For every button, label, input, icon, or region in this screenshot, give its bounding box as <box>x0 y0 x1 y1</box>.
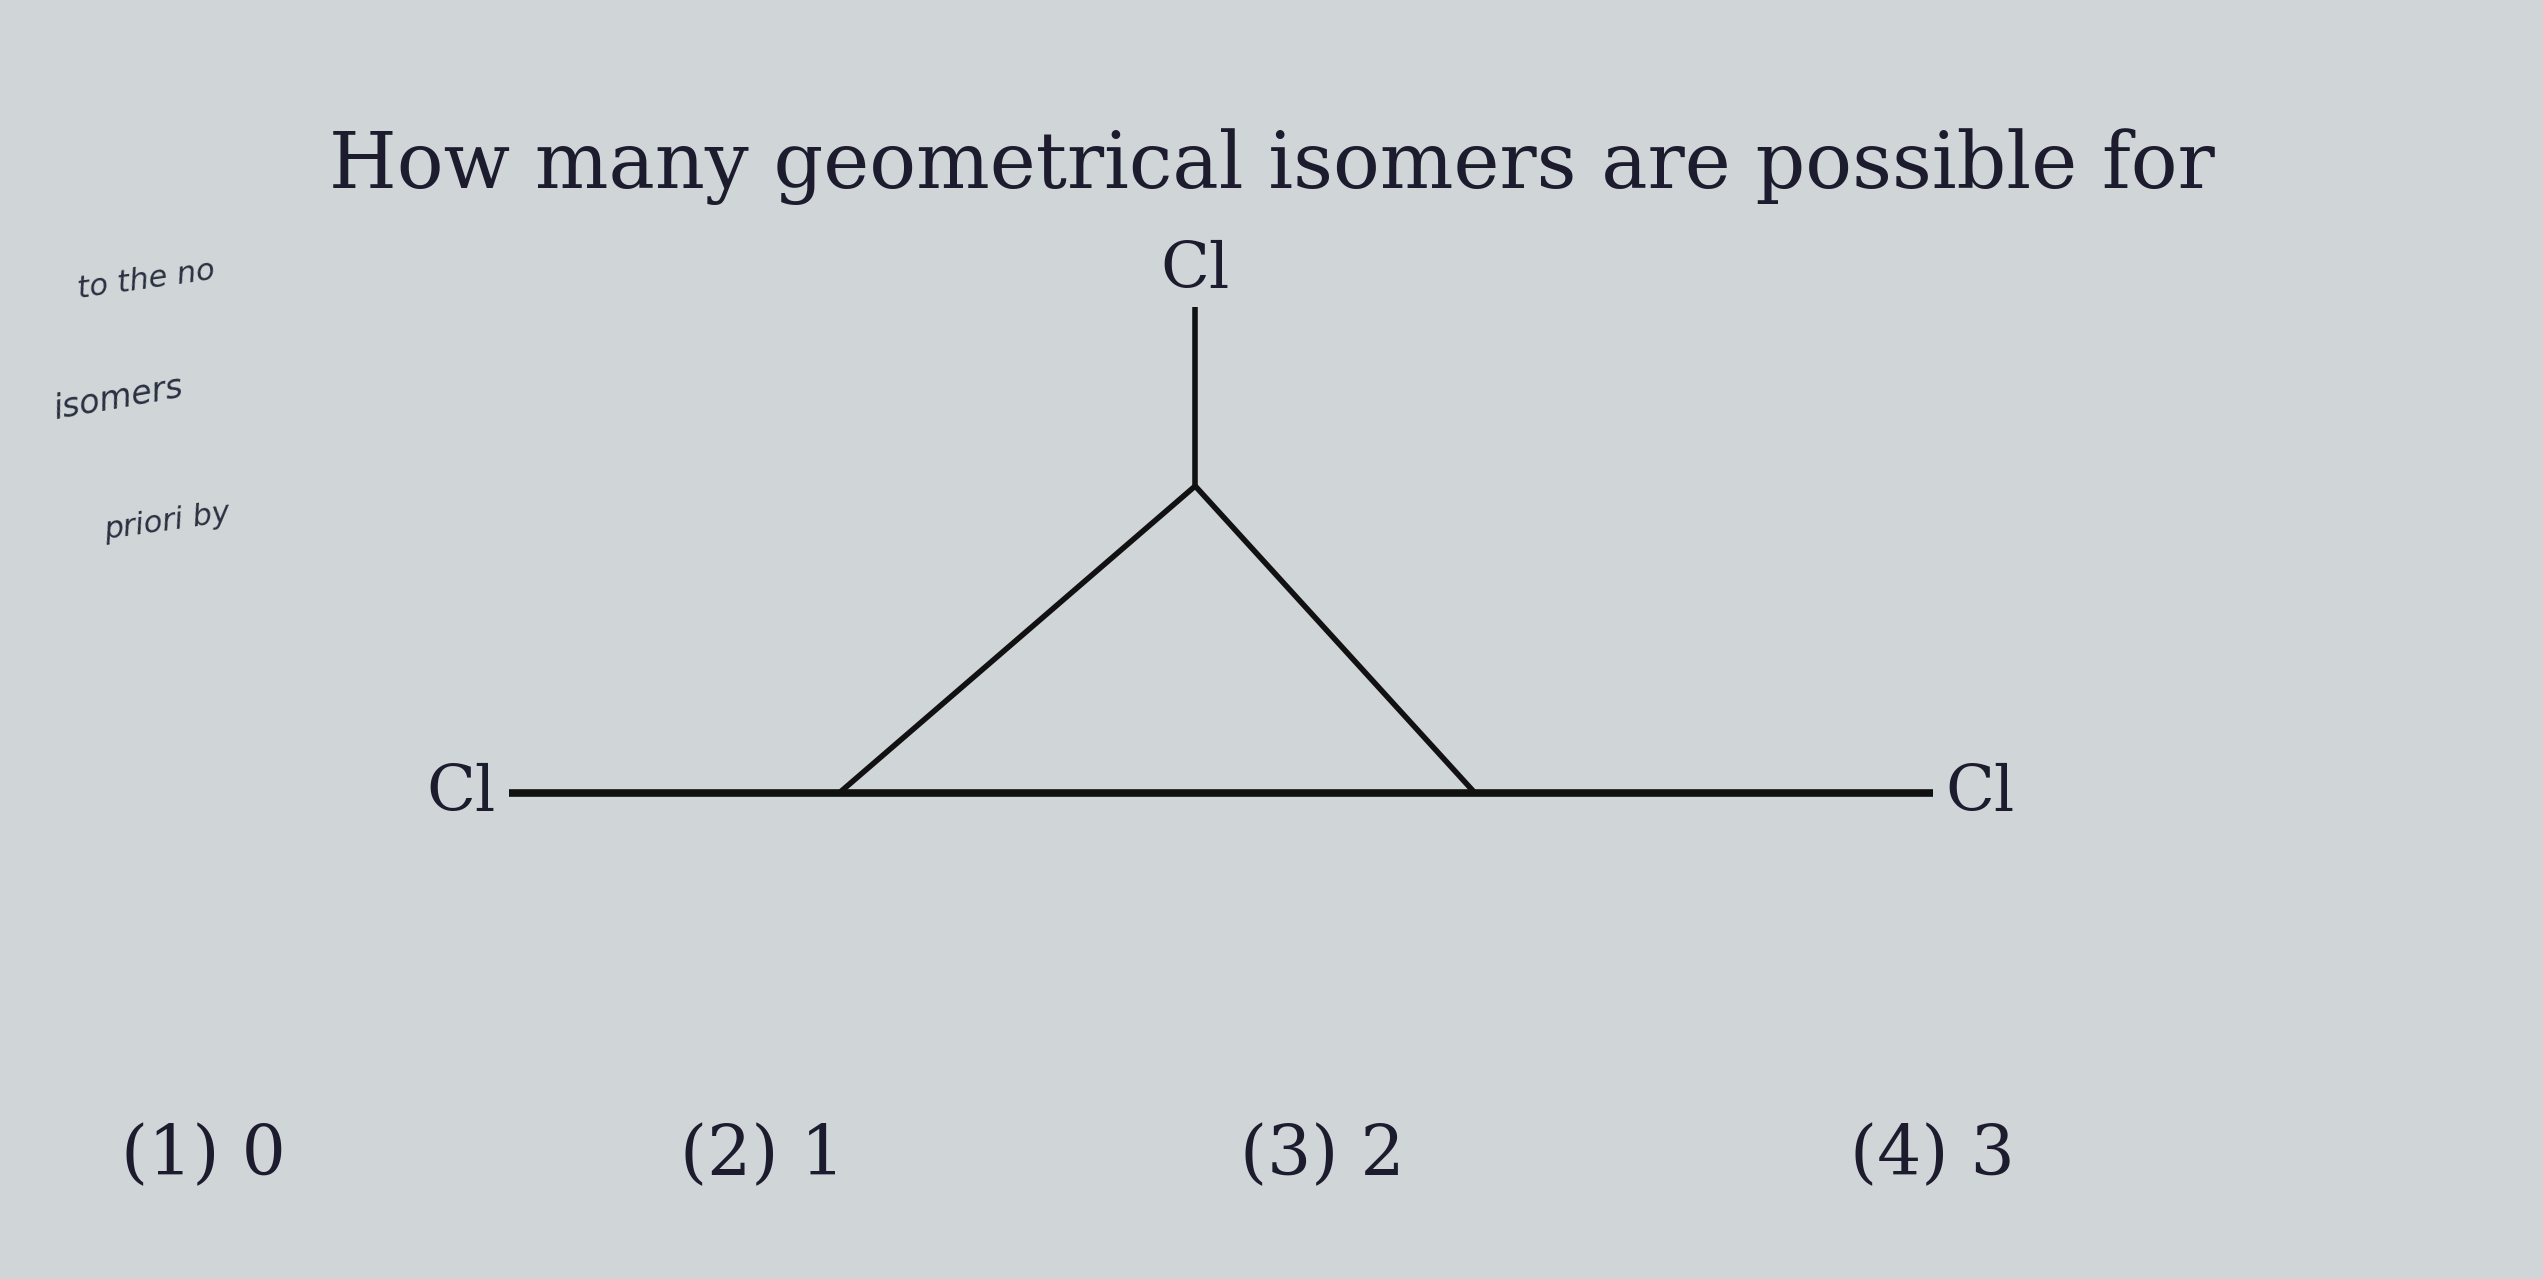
Text: Cl: Cl <box>1160 239 1231 301</box>
Text: priori by: priori by <box>102 499 231 545</box>
Text: (1) 0: (1) 0 <box>122 1123 285 1189</box>
Text: (2) 1: (2) 1 <box>682 1123 844 1189</box>
Text: isomers: isomers <box>51 371 186 426</box>
Text: Cl: Cl <box>427 762 496 824</box>
Text: How many geometrical isomers are possible for: How many geometrical isomers are possibl… <box>328 128 2215 205</box>
Text: (4) 3: (4) 3 <box>1851 1123 2014 1189</box>
Text: to the no: to the no <box>76 256 216 303</box>
Text: (3) 2: (3) 2 <box>1241 1123 1404 1189</box>
Text: Cl: Cl <box>1945 762 2014 824</box>
